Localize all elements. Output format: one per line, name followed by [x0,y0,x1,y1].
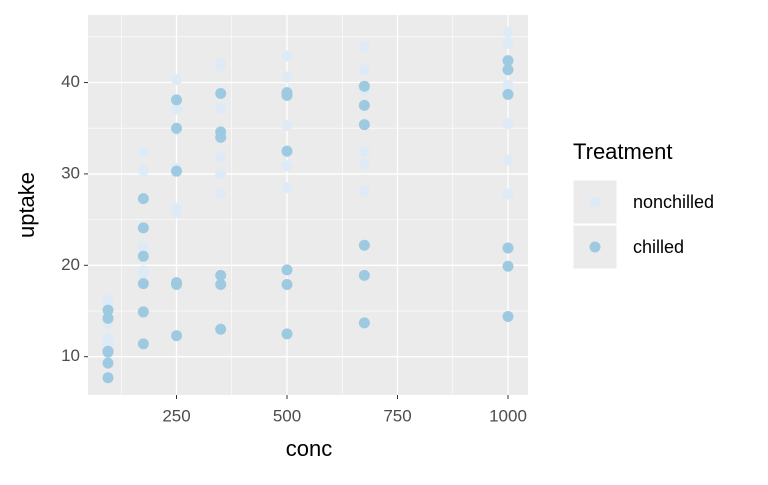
point [502,88,514,100]
y-tick-label: 40 [61,72,80,91]
point [358,80,370,92]
point [137,265,149,277]
point [137,241,149,253]
point [281,50,293,62]
point [502,154,514,166]
legend-title: Treatment [573,139,672,164]
point [171,165,183,177]
y-tick-label: 30 [61,163,80,182]
point [281,182,293,194]
x-tick-label: 1000 [489,406,527,425]
point [281,87,293,99]
panel [88,15,528,395]
point [358,317,370,329]
point [281,145,293,157]
point [215,151,227,163]
point [358,239,370,251]
x-tick-label: 750 [383,406,411,425]
point [358,119,370,131]
point [137,164,149,176]
point [102,357,114,369]
point [502,118,514,130]
point [137,193,149,205]
point [137,222,149,234]
point [215,168,227,180]
point [215,269,227,281]
point [137,338,149,350]
y-axis-title: uptake [14,172,39,238]
point [171,330,183,342]
point [281,160,293,172]
point [281,328,293,340]
point [215,187,227,199]
point [502,188,514,200]
point [137,278,149,290]
point [502,260,514,272]
point [215,102,227,114]
point [281,279,293,291]
point [102,304,114,316]
point [171,279,183,291]
legend-symbol [589,241,601,253]
y-tick-label: 10 [61,346,80,365]
point [137,146,149,158]
legend-symbol [589,196,601,208]
point [502,79,514,91]
point [281,71,293,83]
point [102,312,114,324]
legend-label: nonchilled [633,192,714,212]
point [171,74,183,86]
point [358,64,370,76]
x-axis-title: conc [286,436,332,461]
point [102,345,114,357]
point [358,146,370,158]
point [502,310,514,322]
x-tick-label: 250 [162,406,190,425]
point [502,26,514,38]
point [358,185,370,197]
point [215,131,227,143]
point [502,37,514,49]
point [358,41,370,53]
point [215,323,227,335]
point [171,103,183,115]
point [502,64,514,76]
point [102,294,114,306]
point [281,119,293,131]
point [502,242,514,254]
point [358,269,370,281]
point [215,279,227,291]
point [137,306,149,318]
point [215,88,227,100]
point [358,158,370,170]
point [502,55,514,67]
point [102,372,114,384]
legend-label: chilled [633,237,684,257]
point [281,264,293,276]
point [358,99,370,111]
x-tick-label: 500 [273,406,301,425]
point [171,122,183,134]
y-tick-label: 20 [61,255,80,274]
point [171,206,183,218]
point [171,94,183,106]
point [137,250,149,262]
point [215,57,227,69]
